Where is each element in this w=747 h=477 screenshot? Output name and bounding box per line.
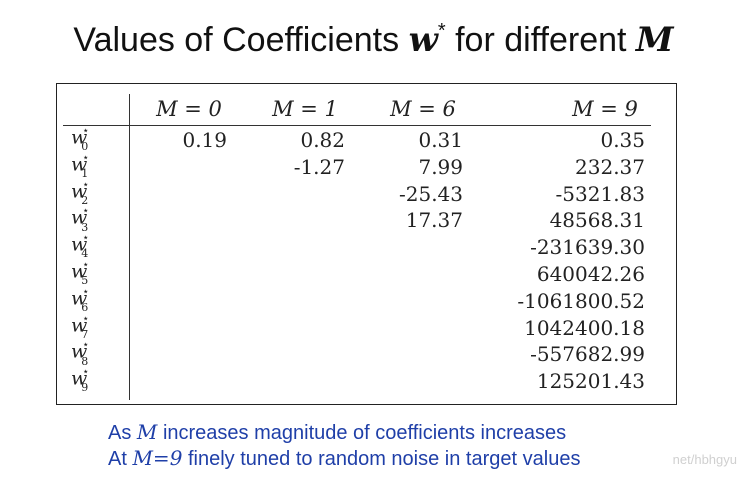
row-label: w1 ⋆: [71, 150, 95, 180]
title-prefix: Values of Coefficients: [73, 21, 409, 59]
title-variable: M: [635, 20, 674, 60]
coefficients-table: M = 0 M = 1 M = 6 M = 9 w0⋆ 0.19 0.82 0.31 0…: [56, 83, 677, 405]
row-label-star: ⋆: [82, 204, 90, 218]
row-label: w7 ⋆: [71, 311, 95, 341]
row-label-star: ⋆: [82, 258, 90, 271]
caption-line-1-before: As: [108, 422, 137, 444]
table-vertical-divider: [129, 94, 130, 400]
table-cell: 0.19: [182, 128, 227, 152]
row-label-index: 3: [81, 220, 89, 234]
row-label-index: 6: [81, 300, 89, 314]
row-label-star: ⋆: [82, 124, 90, 137]
title-middle: for different: [445, 21, 636, 59]
watermark: net/hbhgyu: [672, 452, 737, 467]
table-cell: 17.37: [405, 208, 463, 233]
table-cell: 0.82: [300, 128, 345, 152]
title-symbol: w: [408, 20, 438, 60]
row-label-star: ⋆: [82, 177, 90, 191]
row-label-symbol: w: [71, 367, 88, 390]
row-label: w3 ⋆: [71, 204, 95, 234]
table-cell: -231639.30: [530, 235, 645, 260]
column-header-m0: M = 0: [156, 97, 222, 121]
caption-line-1: As M increases magnitude of coefficients…: [108, 420, 566, 445]
table-cell: 0.35: [600, 128, 645, 152]
row-label-star: ⋆: [82, 284, 90, 298]
row-label: w0 ⋆: [71, 124, 95, 154]
row-label-symbol: w: [71, 313, 88, 336]
table-cell: -557682.99: [530, 342, 645, 367]
row-label-symbol: w: [71, 179, 88, 202]
row-label-star: ⋆: [82, 365, 90, 379]
row-label-star: ⋆: [82, 150, 90, 164]
row-label-symbol: w: [71, 233, 88, 256]
title-superscript: *: [437, 19, 446, 42]
caption-line-2-var: M=9: [132, 446, 183, 470]
row-label-symbol: w: [71, 340, 88, 363]
row-label-index: 5: [81, 274, 89, 288]
table-cell: 232.37: [575, 154, 645, 179]
row-label: w2 ⋆: [71, 177, 95, 207]
table-header-divider: [63, 125, 651, 126]
column-header-m1: M = 1: [272, 97, 338, 121]
table-cell: 0.31: [418, 128, 463, 152]
row-label-index: 2: [81, 193, 89, 207]
caption-line-2: At M=9 finely tuned to random noise in t…: [108, 446, 580, 471]
row-label: w9 ⋆: [71, 365, 95, 395]
table-cell: -5321.83: [555, 181, 645, 206]
table-cell: 1042400.18: [524, 315, 645, 340]
row-label-symbol: w: [71, 287, 88, 310]
table-cell: 640042.26: [536, 262, 645, 286]
row-label-star: ⋆: [82, 338, 90, 352]
caption-line-2-after: finely tuned to random noise in target v…: [182, 448, 581, 470]
row-label: w6 ⋆: [71, 284, 95, 314]
row-label-star: ⋆: [82, 311, 90, 325]
table-cell: 7.99: [418, 154, 463, 179]
row-label-symbol: w: [71, 126, 88, 149]
row-label-star: ⋆: [82, 231, 90, 245]
row-label: w4 ⋆: [71, 231, 95, 261]
table-cell: -25.43: [398, 181, 463, 206]
row-label: w5 ⋆: [71, 258, 95, 288]
caption-line-1-after: increases magnitude of coefficients incr…: [157, 422, 567, 444]
row-label-symbol: w: [71, 206, 88, 229]
row-label-symbol: w: [71, 260, 88, 283]
row-label-index: 7: [81, 327, 89, 341]
row-label-index: 9: [81, 381, 89, 395]
row-label: w8 ⋆: [71, 338, 95, 368]
row-label-index: 4: [81, 247, 89, 261]
table-cell: 48568.31: [549, 208, 645, 233]
caption-line-2-before: At: [108, 448, 133, 470]
row-label-index: 1: [81, 166, 89, 180]
page-title: Values of Coefficients w* for different …: [0, 20, 747, 60]
table-cell: 125201.43: [536, 369, 645, 394]
table-cell: -1061800.52: [517, 288, 645, 313]
column-header-m9: M = 9: [572, 97, 638, 121]
column-header-m6: M = 6: [390, 97, 456, 121]
table-cell: -1.27: [293, 154, 345, 179]
caption-line-1-var: M: [136, 420, 158, 444]
row-label-index: 0: [81, 140, 89, 154]
row-label-index: 8: [81, 354, 89, 368]
row-label-symbol: w: [71, 153, 88, 176]
